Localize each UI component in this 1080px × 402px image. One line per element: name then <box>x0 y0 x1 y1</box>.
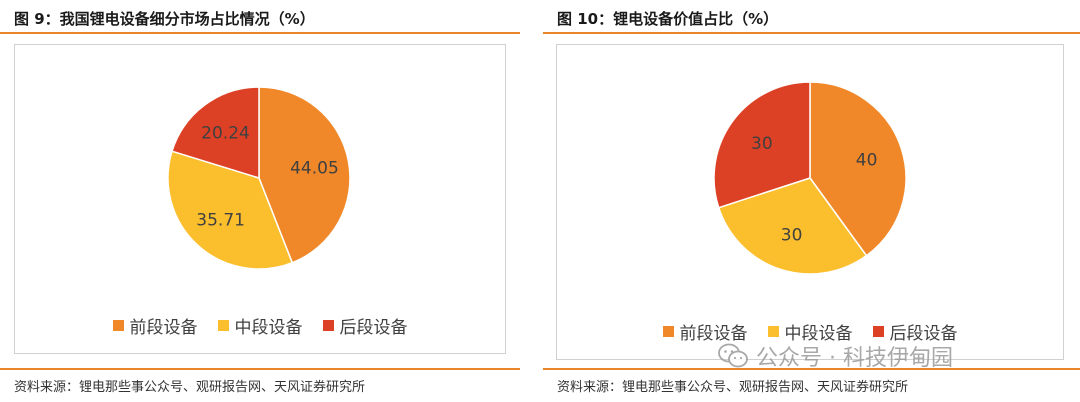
right-legend: 前段设备 中段设备 后段设备 <box>557 319 1063 344</box>
right-legend-swatch-2 <box>872 326 884 337</box>
right-legend-swatch-1 <box>767 326 779 337</box>
left-slice-1 <box>167 150 294 270</box>
right-legend-label-0: 前段设备 <box>679 324 748 344</box>
left-bottom-rule <box>0 368 520 370</box>
left-data-label-2: 20.24 <box>201 124 250 144</box>
left-legend: 前段设备 中段设备 后段设备 <box>15 313 505 338</box>
left-figure-title: 图 9：我国锂电设备细分市场占比情况（%） <box>14 10 315 28</box>
left-chart-box: 44.05 35.71 20.24 前段设备 中段设备 后段设备 <box>14 44 506 354</box>
right-legend-label-1: 中段设备 <box>784 324 853 344</box>
watermark-text: 公众号 · 科技伊甸园 <box>756 346 953 371</box>
right-legend-label-2: 后段设备 <box>889 324 958 344</box>
right-slice-1 <box>717 177 868 275</box>
left-pie-chart: 44.05 35.71 20.24 <box>167 86 351 270</box>
left-data-label-1: 35.71 <box>196 210 245 230</box>
left-figure: 图 9：我国锂电设备细分市场占比情况（%） 44.05 35.71 20.24 前段… <box>0 0 520 402</box>
right-figure: 图 10：锂电设备价值占比（%） 40 30 30 前段设备 中段设备 后段设备 资料来… <box>543 0 1080 402</box>
right-legend-item-2: 后段设备 <box>872 319 958 344</box>
left-legend-item-1: 中段设备 <box>217 313 303 338</box>
right-legend-swatch-0 <box>662 326 674 337</box>
right-data-label-2: 30 <box>751 134 773 154</box>
right-chart-box: 40 30 30 前段设备 中段设备 后段设备 <box>556 44 1064 360</box>
left-legend-swatch-2 <box>322 320 334 331</box>
right-slice-2 <box>713 81 811 209</box>
left-top-rule <box>0 32 520 34</box>
left-legend-label-1: 中段设备 <box>234 318 303 338</box>
left-source-note: 资料来源：锂电那些事公众号、观研报告网、天风证券研究所 <box>14 380 366 395</box>
right-slice-0 <box>809 81 907 257</box>
left-legend-label-2: 后段设备 <box>339 318 408 338</box>
left-legend-swatch-1 <box>217 320 229 331</box>
right-legend-item-1: 中段设备 <box>767 319 853 344</box>
left-legend-label-0: 前段设备 <box>129 318 198 338</box>
wechat-icon <box>718 343 748 368</box>
right-data-label-0: 40 <box>856 151 878 171</box>
watermark: 公众号 · 科技伊甸园 <box>718 340 953 372</box>
right-source-note: 资料来源：锂电那些事公众号、观研报告网、天风证券研究所 <box>557 380 909 395</box>
right-pie-chart: 40 30 30 <box>713 81 907 275</box>
left-legend-swatch-0 <box>112 320 124 331</box>
left-data-label-0: 44.05 <box>290 159 339 179</box>
right-legend-item-0: 前段设备 <box>662 319 748 344</box>
right-top-rule <box>543 32 1080 34</box>
left-legend-item-0: 前段设备 <box>112 313 198 338</box>
left-slice-0 <box>258 86 351 264</box>
left-legend-item-2: 后段设备 <box>322 313 408 338</box>
right-bottom-rule <box>543 368 1080 370</box>
right-data-label-1: 30 <box>781 226 803 246</box>
right-figure-title: 图 10：锂电设备价值占比（%） <box>557 10 779 28</box>
left-slice-2 <box>171 86 260 180</box>
